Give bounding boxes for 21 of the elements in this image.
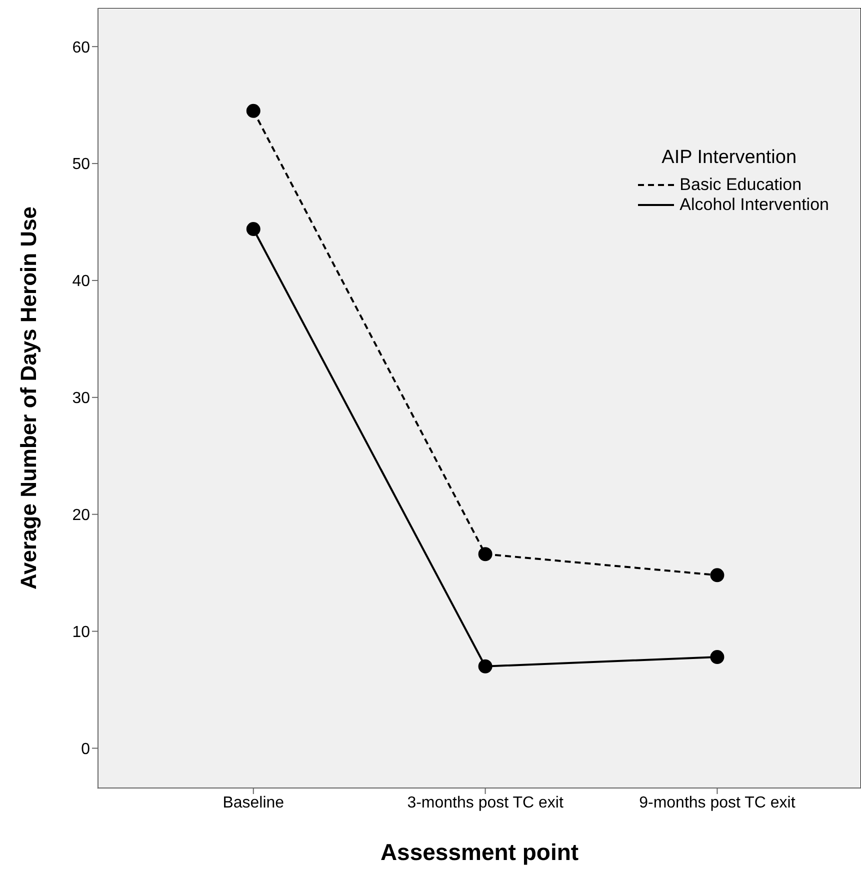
- y-tick-label: 0: [81, 740, 90, 758]
- legend-label: Alcohol Intervention: [680, 195, 829, 215]
- point: [246, 104, 260, 118]
- x-tick-label: 9-months post TC exit: [639, 794, 796, 812]
- x-tick-label: 3-months post TC exit: [407, 794, 564, 812]
- point: [710, 650, 724, 664]
- y-tick-label: 20: [72, 507, 90, 524]
- point: [478, 659, 492, 674]
- y-tick-label: 50: [72, 156, 90, 174]
- y-tick-label: 10: [72, 624, 90, 641]
- point: [478, 547, 492, 562]
- point: [710, 568, 724, 582]
- legend-title: AIP Intervention: [662, 147, 798, 169]
- y-tick-label: 30: [72, 390, 90, 408]
- y-tick-label: 60: [72, 39, 90, 56]
- point: [246, 222, 260, 236]
- x-axis-title: Assessment point: [380, 839, 579, 865]
- y-tick-label: 40: [72, 273, 90, 290]
- x-tick-label: Baseline: [222, 794, 284, 812]
- legend-label: Basic Education: [680, 175, 802, 195]
- y-axis-title: Average Number of Days Heroin Use: [16, 206, 41, 590]
